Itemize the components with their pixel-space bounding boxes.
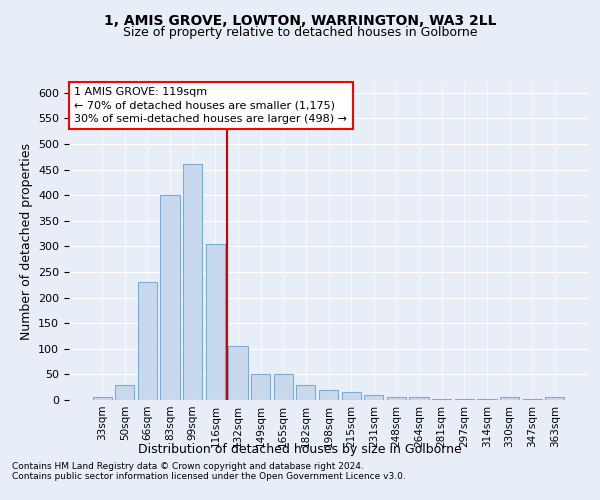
- Bar: [500, 398, 519, 400]
- Bar: [115, 384, 134, 400]
- Bar: [229, 346, 248, 400]
- Bar: [523, 399, 542, 400]
- Text: Contains public sector information licensed under the Open Government Licence v3: Contains public sector information licen…: [12, 472, 406, 481]
- Text: 1 AMIS GROVE: 119sqm
← 70% of detached houses are smaller (1,175)
30% of semi-de: 1 AMIS GROVE: 119sqm ← 70% of detached h…: [74, 88, 347, 124]
- Text: Distribution of detached houses by size in Golborne: Distribution of detached houses by size …: [138, 442, 462, 456]
- Text: Contains HM Land Registry data © Crown copyright and database right 2024.: Contains HM Land Registry data © Crown c…: [12, 462, 364, 471]
- Bar: [387, 398, 406, 400]
- Bar: [477, 399, 497, 400]
- Bar: [364, 395, 383, 400]
- Bar: [92, 398, 112, 400]
- Bar: [160, 195, 180, 400]
- Y-axis label: Number of detached properties: Number of detached properties: [20, 143, 32, 340]
- Bar: [341, 392, 361, 400]
- Bar: [409, 398, 428, 400]
- Bar: [455, 399, 474, 400]
- Bar: [206, 244, 225, 400]
- Bar: [545, 398, 565, 400]
- Text: Size of property relative to detached houses in Golborne: Size of property relative to detached ho…: [123, 26, 477, 39]
- Bar: [183, 164, 202, 400]
- Bar: [432, 399, 451, 400]
- Bar: [274, 374, 293, 400]
- Bar: [296, 384, 316, 400]
- Text: 1, AMIS GROVE, LOWTON, WARRINGTON, WA3 2LL: 1, AMIS GROVE, LOWTON, WARRINGTON, WA3 2…: [104, 14, 496, 28]
- Bar: [138, 282, 157, 400]
- Bar: [251, 374, 270, 400]
- Bar: [319, 390, 338, 400]
